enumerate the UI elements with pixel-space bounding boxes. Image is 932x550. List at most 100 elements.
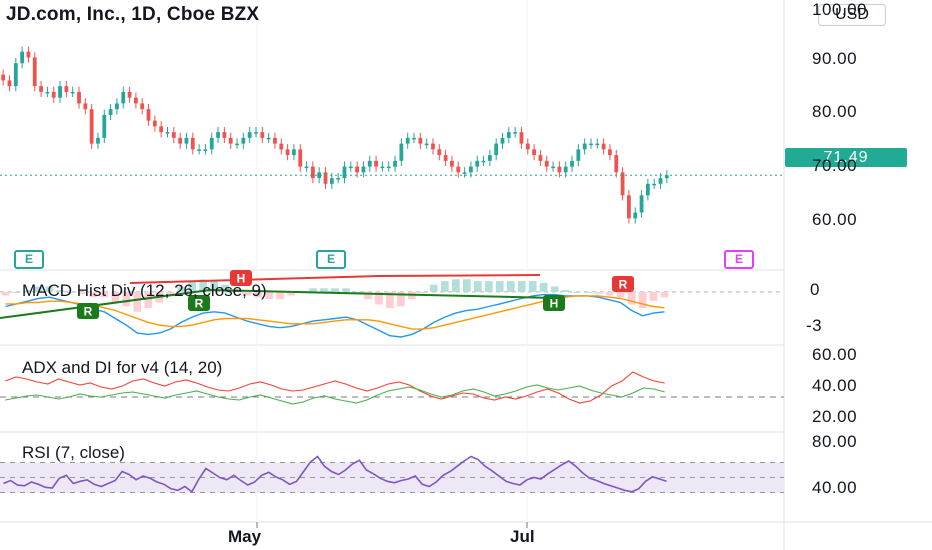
candle (121, 91, 126, 104)
macd-histogram-bar (506, 281, 515, 292)
candle (222, 132, 227, 138)
candle (589, 143, 593, 146)
bullish-divergence-line (0, 289, 211, 319)
candle (285, 149, 290, 156)
regular-bull-marker (77, 303, 99, 319)
rsi-label: RSI (7, close) (22, 443, 125, 462)
candle (64, 86, 69, 92)
candle (70, 91, 75, 94)
candle (7, 80, 12, 87)
chart-title: JD.com, Inc., 1D, Cboe BZX (6, 4, 260, 25)
candle (171, 132, 176, 138)
di-minus-line (5, 371, 665, 404)
time-axis-label: Jul (510, 527, 535, 546)
macd-histogram-bar (375, 291, 383, 305)
macd-histogram-bar (221, 284, 230, 292)
hidden-bull-marker (543, 295, 565, 311)
macd-histogram-bar (583, 291, 592, 293)
candle (336, 178, 341, 180)
adx-label: ADX and DI for v4 (14, 20) (22, 358, 223, 377)
macd-histogram-bar (67, 291, 76, 293)
regular-bear-marker (612, 276, 634, 292)
candle (652, 183, 657, 186)
candle (209, 137, 214, 150)
candle (348, 166, 353, 169)
macd-histogram-bar (78, 291, 87, 294)
candle (405, 137, 410, 144)
candle (159, 126, 164, 133)
macd-histogram-bar (342, 288, 350, 292)
adx-axis-label: 20.00 (812, 407, 858, 426)
macd-histogram-bar (572, 291, 581, 293)
candle (89, 109, 94, 144)
macd-histogram-bar (45, 286, 54, 292)
macd-histogram-bar (605, 291, 614, 296)
candle (443, 155, 448, 161)
macd-histogram-bar (616, 291, 625, 298)
macd-histogram-bar (627, 291, 636, 305)
macd-histogram-bar (309, 288, 317, 292)
candle (203, 149, 208, 151)
candle (551, 166, 555, 169)
candle (367, 160, 372, 167)
candle (241, 137, 246, 144)
candle (544, 160, 549, 167)
currency-selector[interactable]: USD (818, 4, 886, 26)
candle (292, 149, 296, 156)
candle (152, 120, 157, 127)
macd-axis-label: -3 (806, 316, 823, 335)
upcoming-earnings-icon[interactable]: E (724, 250, 754, 269)
candle (58, 86, 62, 98)
macd-histogram-bar (594, 291, 603, 294)
candle (1, 74, 6, 81)
candle (329, 178, 334, 184)
macd-histogram-bar (287, 291, 295, 296)
candle (96, 137, 100, 144)
macd-histogram-bar (188, 281, 197, 292)
macd-axis-label: 0 (810, 280, 820, 299)
candle (273, 137, 277, 144)
macd-histogram-bar (23, 290, 32, 292)
candle (481, 160, 486, 163)
adx-axis-label: 60.00 (812, 345, 858, 364)
hidden-bear-marker-text: H (237, 272, 246, 286)
candle (412, 137, 416, 140)
macd-histogram-bar (364, 291, 372, 300)
candle (102, 114, 107, 138)
candle (399, 143, 404, 161)
earnings-icon[interactable]: E (14, 250, 44, 269)
macd-histogram-bar (34, 286, 43, 292)
candle (462, 172, 467, 174)
candle (620, 172, 625, 196)
macd-histogram-bar (111, 291, 120, 303)
candle (633, 212, 638, 219)
price-axis-label: 70.00 (812, 156, 858, 175)
macd-histogram-bar (462, 279, 471, 292)
candle (323, 172, 328, 184)
macd-histogram-bar (210, 281, 219, 292)
macd-histogram-bar (386, 291, 394, 309)
macd-histogram-bar (440, 281, 449, 292)
price-axis-label: 90.00 (812, 49, 858, 68)
macd-histogram-bar (331, 288, 339, 292)
di-plus-line (5, 384, 665, 405)
adx-axis-label: 40.00 (812, 376, 858, 395)
candle (140, 103, 145, 110)
macd-histogram-bar (56, 290, 65, 292)
price-axis-label: 80.00 (812, 102, 858, 121)
macd-histogram-bar (517, 281, 526, 292)
candle (235, 143, 239, 146)
candle (266, 137, 271, 140)
macd-line (5, 293, 665, 338)
candle (20, 51, 25, 64)
macd-histogram-bar (243, 291, 251, 296)
regular-bull-marker-text: R (84, 305, 93, 319)
earnings-icon[interactable]: E (316, 250, 346, 269)
candle (342, 166, 347, 179)
hidden-bear-marker (230, 270, 252, 286)
macd-histogram-bar (397, 291, 405, 307)
hidden-bullish-divergence-line (209, 289, 556, 299)
candle (639, 195, 644, 213)
rsi-axis-label: 80.00 (812, 432, 858, 451)
